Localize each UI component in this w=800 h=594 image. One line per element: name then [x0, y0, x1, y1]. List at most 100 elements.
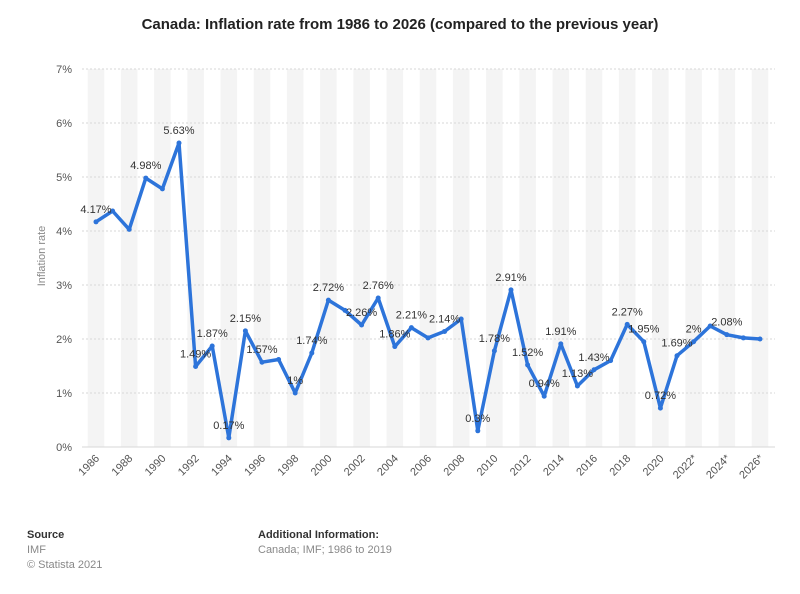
band: [154, 69, 171, 447]
data-point: [209, 343, 215, 349]
data-point: [691, 339, 697, 345]
data-point: [574, 383, 580, 389]
data-labels: 4.17% 4.98% 5.63% 1.49% 1.87% 0.17% 2.15% 1.57%…: [80, 125, 742, 432]
data-label: 1.69%: [661, 338, 692, 350]
data-label: 1.87%: [197, 328, 228, 340]
band: [187, 69, 204, 447]
x-tick-label: 1988: [110, 453, 136, 479]
data-label: 4.98%: [130, 160, 161, 172]
data-label: 1.52%: [512, 347, 543, 359]
band: [751, 69, 769, 447]
data-label: 2%: [686, 324, 702, 336]
data-point: [641, 339, 647, 345]
x-axis-ticks: 1986 1988 1990 1992 1994 1996 1998 2000 2002 2004…: [76, 452, 766, 481]
additional-info-heading: Additional Information:: [258, 529, 379, 541]
y-tick-label: 6%: [56, 118, 72, 130]
data-label: 2.72%: [313, 282, 344, 294]
copyright-text: © Statista 2021: [27, 559, 103, 571]
y-tick-label: 0%: [56, 442, 72, 454]
y-tick-label: 7%: [56, 64, 72, 76]
data-label: 1.13%: [562, 368, 593, 380]
band: [353, 69, 370, 447]
data-point: [93, 219, 99, 225]
data-label: 1.78%: [479, 333, 510, 345]
data-point: [408, 325, 414, 331]
data-point: [242, 328, 248, 334]
y-axis-label: Inflation rate: [36, 226, 48, 287]
data-point: [757, 336, 763, 342]
x-tick-label: 2002: [342, 453, 368, 479]
x-tick-label: 1990: [143, 453, 169, 479]
data-point: [342, 307, 348, 313]
data-label: 0.17%: [213, 420, 244, 432]
data-point: [624, 321, 630, 327]
data-point: [608, 358, 614, 364]
data-point: [292, 390, 298, 396]
x-tick-label: 2010: [475, 453, 501, 479]
x-tick-label: 1996: [242, 453, 268, 479]
data-point: [707, 323, 713, 329]
band: [618, 69, 636, 447]
data-point: [259, 359, 265, 365]
data-point: [359, 322, 365, 328]
data-label: 0.94%: [529, 378, 560, 390]
data-point: [309, 350, 315, 356]
y-tick-label: 5%: [56, 172, 72, 184]
data-point: [110, 208, 116, 214]
x-tick-label: 2000: [309, 453, 335, 479]
data-label: 2.08%: [711, 317, 742, 329]
data-point: [674, 353, 680, 359]
band: [718, 69, 736, 447]
band: [320, 69, 337, 447]
data-point: [159, 186, 165, 192]
y-tick-label: 1%: [56, 388, 72, 400]
x-tick-label: 1992: [176, 453, 202, 479]
additional-info-block: Additional Information: Canada; IMF; 198…: [258, 528, 392, 558]
data-point: [425, 335, 431, 341]
data-label: 2.14%: [429, 313, 460, 325]
data-point: [276, 357, 282, 363]
x-tick-label: 2016: [574, 453, 600, 479]
data-label: 2.27%: [612, 306, 643, 318]
data-point: [375, 295, 381, 301]
band: [685, 69, 702, 447]
data-point: [475, 428, 481, 434]
band: [87, 69, 105, 447]
band: [220, 69, 238, 447]
data-point: [193, 364, 199, 370]
x-tick-label: 1998: [276, 453, 302, 479]
data-label: 0.3%: [465, 413, 490, 425]
y-tick-label: 3%: [56, 280, 72, 292]
data-point: [508, 287, 514, 293]
data-label: 2.15%: [230, 313, 261, 325]
data-label: 0.72%: [645, 390, 676, 402]
band: [120, 69, 138, 447]
data-label: 1.49%: [180, 349, 211, 361]
data-label: 2.91%: [495, 272, 526, 284]
data-label: 1.95%: [628, 324, 659, 336]
y-axis-ticks: 0% 1% 2% 3% 4% 5% 6% 7%: [56, 64, 72, 454]
data-point: [541, 393, 547, 399]
chart-title: Canada: Inflation rate from 1986 to 2026…: [141, 16, 659, 33]
data-label: 1.43%: [578, 352, 609, 364]
source-text: IMF: [27, 544, 46, 556]
x-tick-label: 2006: [408, 453, 434, 479]
y-tick-label: 4%: [56, 226, 72, 238]
data-point: [657, 405, 663, 411]
data-point: [325, 297, 331, 303]
data-label: 2.21%: [396, 310, 427, 322]
x-tick-label: 2026*: [737, 452, 766, 481]
x-tick-label: 1994: [209, 453, 235, 479]
data-label: 1.91%: [545, 326, 576, 338]
x-tick-label: 2012: [508, 453, 534, 479]
data-point: [226, 435, 232, 441]
data-label: 5.63%: [163, 125, 194, 137]
data-point: [740, 335, 746, 341]
x-tick-label: 2008: [442, 453, 468, 479]
band: [253, 69, 271, 447]
x-tick-label: 2018: [608, 453, 634, 479]
data-label: 1.74%: [296, 335, 327, 347]
x-tick-label: 2004: [375, 453, 401, 479]
data-point: [724, 332, 730, 338]
